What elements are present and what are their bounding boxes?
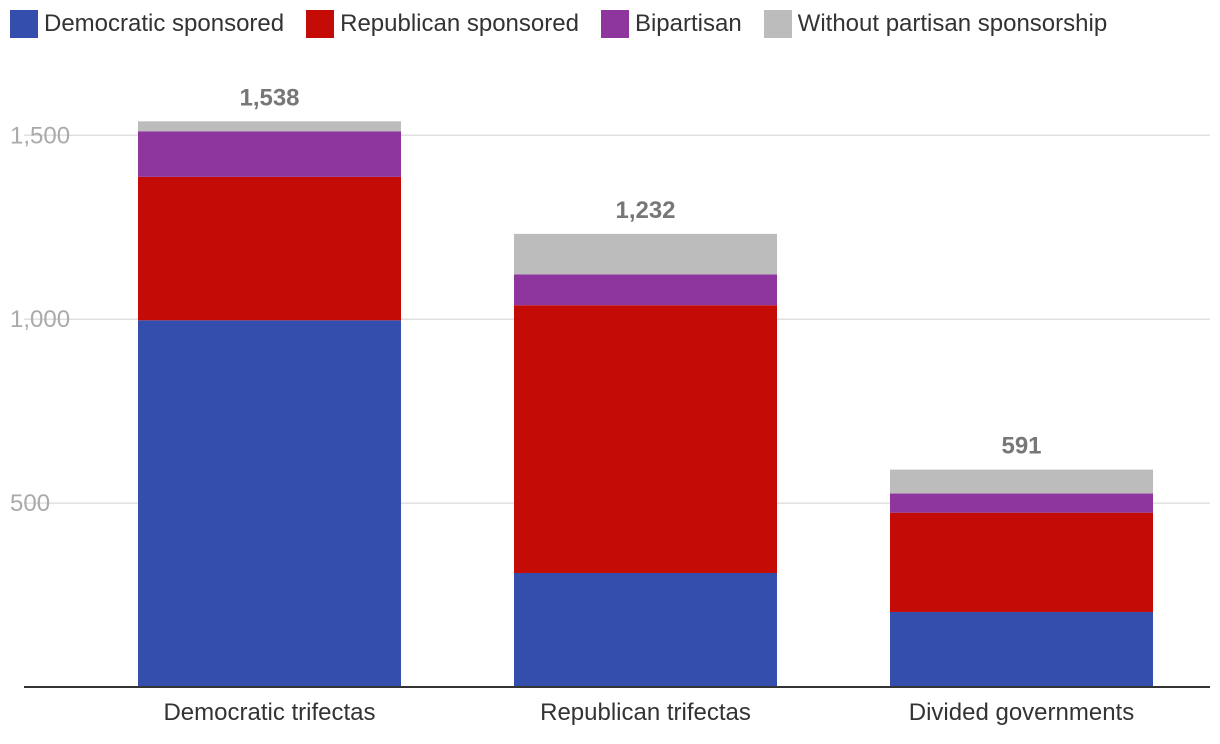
bar-segment-democratic [890,611,1153,687]
legend-item-democratic: Democratic sponsored [10,10,284,38]
bar-total-label: 591 [1001,433,1041,460]
bar-segment-republican [890,512,1153,612]
y-tick-label: 1,000 [10,306,70,333]
legend-label-republican: Republican sponsored [340,10,579,37]
legend-label-bipartisan: Bipartisan [634,10,742,37]
bar-segment-none [514,233,777,275]
y-tick-label: 500 [10,490,50,517]
bar-segment-bipartisan [514,274,777,306]
legend-swatch-none [763,10,792,38]
x-category-label: Democratic trifectas [163,699,375,726]
bar-segment-republican [514,305,777,573]
legend-label-democratic: Democratic sponsored [44,10,285,37]
legend-label-none: Without partisan sponsorship [797,10,1108,37]
bar-segment-democratic [514,572,777,687]
chart-legend: Democratic sponsored Republican sponsore… [10,10,1129,38]
legend-swatch-republican [306,10,335,38]
legend-item-none: Without partisan sponsorship [763,10,1108,38]
bar-segment-none [138,121,401,132]
legend-swatch-bipartisan [600,10,629,38]
legend-swatch-democratic [10,10,38,38]
y-tick-label: 1,500 [10,122,70,149]
bar-total-label: 1,232 [615,197,675,224]
legend-item-republican: Republican sponsored [306,10,579,38]
bar-segment-bipartisan [138,131,401,177]
bar-segment-democratic [138,320,401,687]
bar-total-label: 1,538 [239,84,299,111]
x-category-label: Republican trifectas [540,699,751,726]
bar-segment-none [890,469,1153,494]
bar-segment-bipartisan [890,493,1153,513]
legend-item-bipartisan: Bipartisan [600,10,742,38]
x-category-label: Divided governments [909,699,1134,726]
bar-segment-republican [138,176,401,321]
